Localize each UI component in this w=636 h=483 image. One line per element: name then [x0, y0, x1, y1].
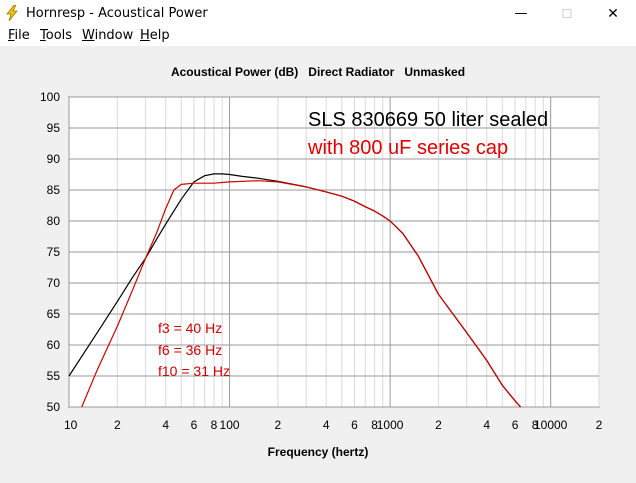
x-tick-label: 100 — [220, 418, 240, 432]
y-tick-label: 90 — [47, 152, 61, 166]
menu-bar: File Tools Window Help — [0, 27, 636, 46]
y-tick-labels: 50 55 60 65 70 75 80 85 90 95 100 — [40, 90, 60, 414]
y-tick-label: 70 — [47, 276, 61, 290]
x-axis-label: Frequency (hertz) — [268, 445, 369, 459]
close-button[interactable]: ✕ — [607, 5, 619, 22]
chart-title: Acoustical Power (dB) Direct Radiator Un… — [171, 65, 465, 79]
y-tick-label: 75 — [47, 245, 61, 259]
menu-file-mnemonic: F — [8, 28, 15, 43]
x-tick-label: 2 — [435, 418, 442, 432]
x-tick-label: 1000 — [377, 418, 404, 432]
x-tick-label: 4 — [162, 418, 169, 432]
minimize-button[interactable]: — — [514, 6, 528, 21]
x-tick-label: 2 — [596, 418, 603, 432]
menu-window[interactable]: Window — [82, 28, 133, 43]
y-tick-label: 55 — [47, 369, 61, 383]
menu-tools-mnemonic: T — [40, 28, 46, 43]
window-title: Hornresp - Acoustical Power — [26, 6, 208, 21]
x-tick-label: 6 — [351, 418, 358, 432]
x-tick-label: 4 — [483, 418, 490, 432]
menu-help[interactable]: Help — [140, 28, 170, 43]
y-tick-label: 80 — [47, 214, 61, 228]
series-line-red — [81, 180, 522, 408]
note-f6: f6 = 36 Hz — [158, 342, 222, 358]
x-tick-label: 6 — [191, 418, 198, 432]
title-bar: Hornresp - Acoustical Power — ☐ ✕ — [0, 0, 636, 27]
acoustical-power-chart: Acoustical Power (dB) Direct Radiator Un… — [40, 65, 603, 459]
x-tick-label: 10 — [64, 418, 78, 432]
lightning-bolt-icon — [6, 5, 18, 21]
graph-area: Acoustical Power (dB) Direct Radiator Un… — [0, 48, 636, 478]
x-tick-label: 8 — [532, 418, 539, 432]
y-tick-label: 50 — [47, 400, 61, 414]
x-tick-label: 2 — [114, 418, 121, 432]
y-tick-label: 100 — [40, 90, 60, 104]
menu-file[interactable]: File — [8, 28, 30, 43]
note-f3: f3 = 40 Hz — [158, 320, 222, 336]
y-tick-label: 65 — [47, 307, 61, 321]
menu-help-mnemonic: H — [140, 28, 150, 43]
y-tick-label: 60 — [47, 338, 61, 352]
x-tick-label: 2 — [275, 418, 282, 432]
menu-tools[interactable]: Tools — [40, 28, 72, 43]
x-tick-label: 6 — [512, 418, 519, 432]
menu-window-rest: indow — [94, 28, 134, 43]
menu-file-rest: ile — [14, 28, 30, 43]
x-tick-label: 8 — [211, 418, 218, 432]
major-gridlines — [68, 96, 599, 408]
note-f10: f10 = 31 Hz — [158, 363, 230, 379]
menu-window-mnemonic: W — [82, 28, 95, 43]
x-tick-label: 4 — [323, 418, 330, 432]
y-tick-label: 85 — [47, 183, 61, 197]
y-tick-label: 95 — [47, 121, 61, 135]
annotation-subtitle: with 800 uF series cap — [307, 137, 508, 159]
annotation-title: SLS 830669 50 liter sealed — [308, 109, 548, 131]
menu-tools-rest: ools — [45, 28, 73, 43]
maximize-button[interactable]: ☐ — [561, 6, 573, 21]
x-tick-label: 8 — [371, 418, 378, 432]
x-tick-label: 10000 — [534, 418, 568, 432]
series-layer — [68, 173, 522, 408]
menu-help-rest: elp — [149, 28, 170, 43]
